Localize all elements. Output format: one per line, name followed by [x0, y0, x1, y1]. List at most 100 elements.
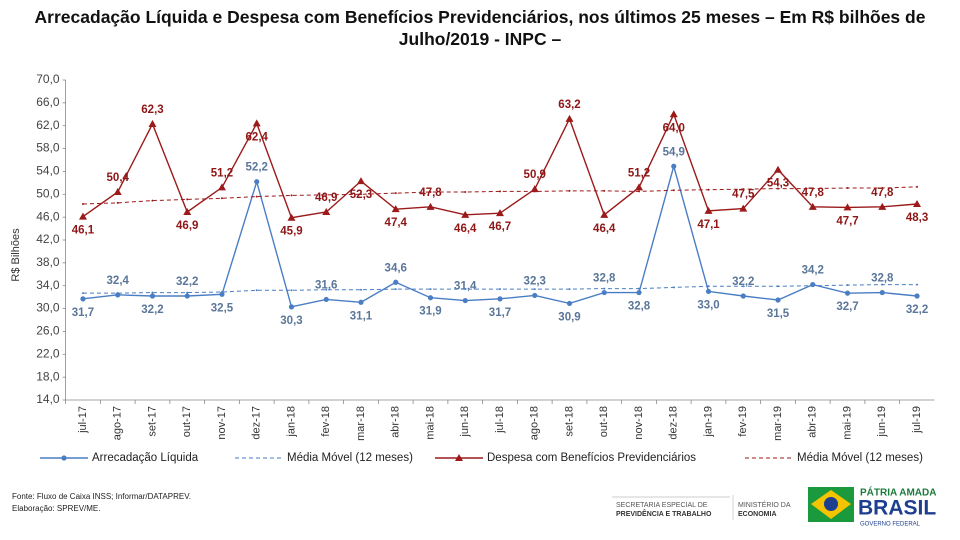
data-label: 52,2 — [246, 162, 268, 174]
x-tick-label: nov-17 — [216, 406, 228, 440]
point — [635, 183, 644, 191]
y-tick-label: 34,0 — [36, 278, 60, 292]
series-line — [82, 112, 918, 219]
ma-point — [116, 292, 119, 295]
ma-point — [568, 189, 571, 192]
ma-point — [916, 283, 919, 286]
ma-point — [464, 191, 467, 193]
data-label: 46,4 — [593, 223, 616, 235]
data-label: 31,5 — [767, 308, 790, 320]
data-label: 47,1 — [697, 219, 720, 231]
logo-text: SECRETARIA ESPECIAL DE — [616, 502, 708, 509]
ma-point — [777, 187, 780, 190]
point — [148, 120, 157, 127]
logo-text: ECONOMIA — [738, 511, 777, 518]
ma-point — [846, 284, 849, 287]
x-tick-label: out-17 — [181, 406, 193, 437]
y-tick-label: 50,0 — [36, 186, 60, 200]
ma-point — [707, 188, 710, 191]
ma-point — [499, 288, 501, 291]
x-tick-label: ago-18 — [529, 406, 541, 440]
data-label: 46,7 — [489, 221, 511, 233]
point — [566, 300, 573, 307]
point — [149, 293, 156, 299]
ma-point — [394, 288, 397, 291]
legend-label: Média Móvel (12 meses) — [287, 452, 413, 464]
ma-point — [359, 288, 362, 291]
data-label: 48,3 — [906, 212, 928, 224]
point — [496, 209, 504, 217]
x-tick-label: dez-17 — [251, 406, 263, 440]
ma-point — [707, 285, 710, 288]
y-axis-label: R$ Bilhões — [10, 228, 22, 282]
y-tick-label: 62,0 — [36, 118, 60, 132]
source: Fonte: Fluxo de Caixa INSS; Informar/DAT… — [12, 492, 191, 501]
x-tick-label: set-18 — [563, 406, 575, 437]
point — [636, 289, 642, 296]
ma-point — [255, 289, 258, 292]
data-label: 31,1 — [350, 310, 373, 322]
x-tick-label: fev-18 — [320, 406, 332, 437]
ma-point — [811, 284, 814, 287]
x-tick-label: jan-19 — [702, 406, 714, 438]
data-label: 31,4 — [454, 281, 477, 293]
x-tick-label: jul-18 — [494, 406, 506, 434]
data-label: 46,4 — [454, 223, 477, 235]
point — [78, 212, 87, 220]
data-label: 32,2 — [906, 304, 928, 316]
ma-point — [325, 288, 328, 291]
data-label: 47,8 — [802, 187, 825, 199]
ma-point — [290, 194, 293, 197]
point — [254, 179, 260, 185]
data-label: 62,3 — [141, 104, 163, 116]
logo-text: MINISTÉRIO DA — [738, 500, 791, 509]
data-label: 46,9 — [176, 220, 198, 232]
y-tick-label: 18,0 — [36, 369, 60, 383]
point — [600, 210, 609, 218]
ma-point — [777, 285, 780, 288]
point — [878, 202, 887, 210]
point — [739, 204, 748, 212]
y-tick-label: 54,0 — [36, 164, 60, 178]
point — [427, 295, 434, 301]
y-tick-label: 58,0 — [36, 141, 60, 155]
ma-point — [638, 287, 641, 290]
logo-text: PREVIDÊNCIA E TRABALHO — [616, 509, 712, 518]
ma-point — [116, 201, 119, 204]
ma-point — [672, 189, 675, 192]
elaboration: Elaboração: SPREV/ME. — [12, 504, 100, 513]
data-label: 64,0 — [663, 122, 685, 134]
point — [601, 289, 607, 296]
point — [914, 293, 920, 299]
point — [462, 297, 468, 304]
y-tick-label: 22,0 — [36, 346, 60, 360]
chart-title: Arrecadação Líquida e Despesa com Benefí… — [34, 7, 926, 49]
ma-point — [742, 285, 745, 288]
ma-point — [220, 291, 223, 293]
x-tick-label: jun-19 — [876, 406, 888, 438]
data-label: 31,7 — [72, 307, 94, 319]
ma-point — [916, 185, 919, 188]
ma-point — [186, 198, 189, 201]
ma-point — [568, 288, 571, 291]
ma-point — [881, 283, 884, 286]
data-label: 31,6 — [315, 279, 337, 291]
data-label: 34,2 — [802, 265, 824, 277]
point — [217, 183, 226, 191]
data-label: 32,7 — [836, 301, 858, 313]
data-label: 32,4 — [107, 275, 130, 287]
x-tick-label: set-17 — [146, 406, 158, 437]
point — [913, 200, 922, 207]
point — [497, 296, 503, 302]
point — [774, 165, 783, 173]
x-tick-label: jul-17 — [77, 406, 89, 434]
legend-label: Arrecadação Líquida — [92, 452, 199, 464]
x-tick-label: jun-18 — [459, 406, 471, 438]
legend-marker — [61, 455, 67, 461]
x-tick-label: abr-19 — [807, 406, 819, 438]
point — [808, 202, 817, 210]
point — [183, 208, 192, 215]
data-label: 47,8 — [871, 187, 894, 199]
x-tick-label: ago-17 — [112, 406, 124, 440]
